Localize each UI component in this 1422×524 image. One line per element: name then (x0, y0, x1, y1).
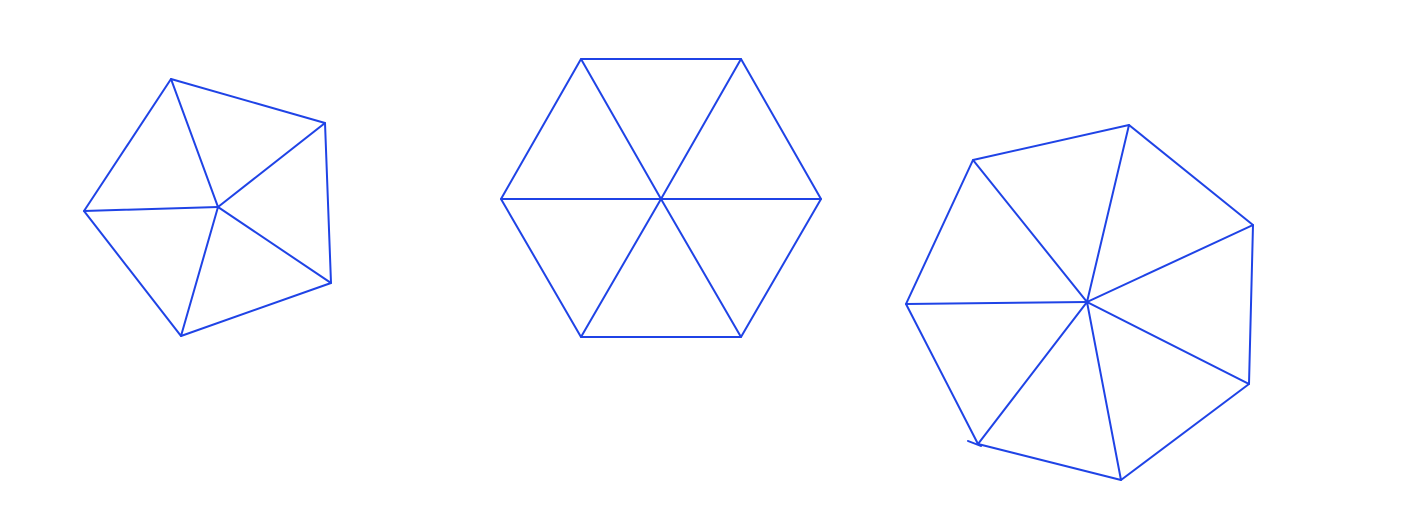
hexagon-figure (500, 58, 822, 338)
heptagon-outer-edge (905, 303, 979, 445)
pentagon-spoke (180, 206, 219, 337)
heptagon-outer-edge (1248, 224, 1254, 385)
heptagon-vertex-tick (967, 440, 982, 447)
hexagon-outer-edge (500, 198, 582, 338)
hexagon-outer-edge (500, 58, 582, 200)
heptagon-spoke (977, 301, 1088, 445)
hexagon-outer-edge (740, 58, 822, 200)
pentagon-spoke (170, 78, 219, 208)
hexagon-outer-edge (740, 198, 822, 338)
hexagon-spoke (580, 198, 662, 338)
heptagon-spoke (1086, 301, 1122, 481)
heptagon-outer-edge (977, 443, 1122, 481)
heptagon-outer-edge (972, 124, 1130, 161)
pentagon-spoke (83, 206, 219, 212)
heptagon-figure (905, 124, 1254, 481)
pentagon-spoke (217, 122, 326, 208)
heptagon-spoke (1086, 124, 1130, 303)
hexagon-spoke (660, 58, 742, 200)
pentagon-spoke (217, 206, 332, 284)
pentagon-figure (83, 78, 332, 337)
heptagon-spoke (1086, 224, 1254, 303)
heptagon-outer-edge (1120, 383, 1250, 481)
heptagon-spoke (972, 159, 1088, 303)
hexagon-spoke (660, 198, 742, 338)
heptagon-outer-edge (905, 159, 974, 305)
heptagon-spoke (1086, 301, 1250, 385)
pentagon-outer-edge (83, 78, 172, 212)
pentagon-outer-edge (324, 122, 332, 284)
pentagon-outer-edge (83, 210, 182, 337)
heptagon-spoke (905, 301, 1088, 305)
hexagon-spoke (580, 58, 662, 200)
heptagon-outer-edge (1128, 124, 1254, 226)
pentagon-outer-edge (180, 282, 332, 337)
pentagon-outer-edge (170, 78, 326, 124)
